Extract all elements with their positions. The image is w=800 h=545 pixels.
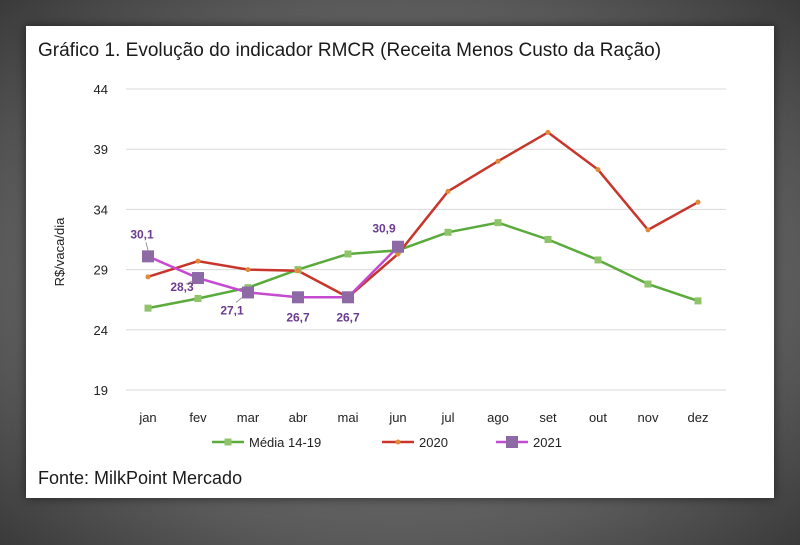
marker-2020 [595,167,601,173]
data-label-2021: 30,1 [130,227,154,241]
y-tick-label: 29 [94,263,108,278]
marker-2020 [545,129,551,135]
leader-line [145,242,149,251]
marker-2021 [242,286,254,299]
marker-media [494,219,502,227]
x-tick-label: jul [440,410,454,425]
marker-media [144,304,152,312]
x-tick-label: abr [289,410,308,425]
series-line-y2021 [147,245,399,299]
y-axis-label: R$/vaca/dia [52,217,67,286]
line-chart: 19 24 29 34 39 44 jan fev mar abr mai jun jul ago set… [52,82,726,450]
marker-2020 [295,268,301,274]
marker-media [594,256,602,264]
x-tick-label: set [539,410,557,425]
legend-label-media: Média 14-19 [249,435,321,450]
marker-media [694,297,702,305]
leader-line [235,297,243,303]
marker-2020 [245,267,251,273]
legend-marker-2021 [506,436,518,448]
x-tick-label: nov [638,410,659,425]
data-label-2021: 30,9 [372,222,396,236]
marker-2020 [695,199,701,205]
marker-2021 [342,291,354,304]
marker-2020 [645,227,651,233]
data-label-2021: 26,7 [336,310,360,324]
marker-2020 [145,274,151,280]
leader-line [185,280,193,285]
y-tick-label: 39 [94,142,108,157]
y-tick-label: 24 [94,323,108,338]
legend-label-y2020: 2020 [419,435,448,450]
marker-media [644,280,652,288]
marker-media [344,250,352,258]
marker-2021 [292,291,304,304]
legend-marker-2020 [395,439,401,445]
y-tick-label: 34 [94,202,108,217]
x-tick-label: fev [189,410,207,425]
x-tick-label: dez [688,410,709,425]
x-tick-label: mar [237,410,260,425]
marker-2021 [142,250,154,263]
marker-2021 [192,272,204,285]
marker-media [444,228,452,236]
x-tick-label: jan [138,410,156,425]
x-tick-label: jun [388,410,406,425]
marker-2020 [495,158,501,164]
chart-card: Gráfico 1. Evolução do indicador RMCR (R… [26,26,774,498]
marker-2020 [195,258,201,264]
x-tick-label: ago [487,410,509,425]
marker-2020 [445,188,451,194]
marker-media [544,236,552,243]
data-label-2021: 27,1 [220,303,244,317]
marker-media [194,294,202,302]
data-label-2021: 26,7 [286,310,310,324]
series-line-y2020 [147,130,699,299]
y-tick-label: 19 [94,383,108,398]
source-note: Fonte: MilkPoint Mercado [38,468,243,488]
x-tick-label: mai [338,410,359,425]
legend-marker-media [224,438,232,446]
marker-2021 [392,240,404,253]
y-tick-label: 44 [94,82,108,97]
x-tick-label: out [589,410,607,425]
legend-label-y2021: 2021 [533,435,562,450]
chart-title: Gráfico 1. Evolução do indicador RMCR (R… [38,40,662,61]
